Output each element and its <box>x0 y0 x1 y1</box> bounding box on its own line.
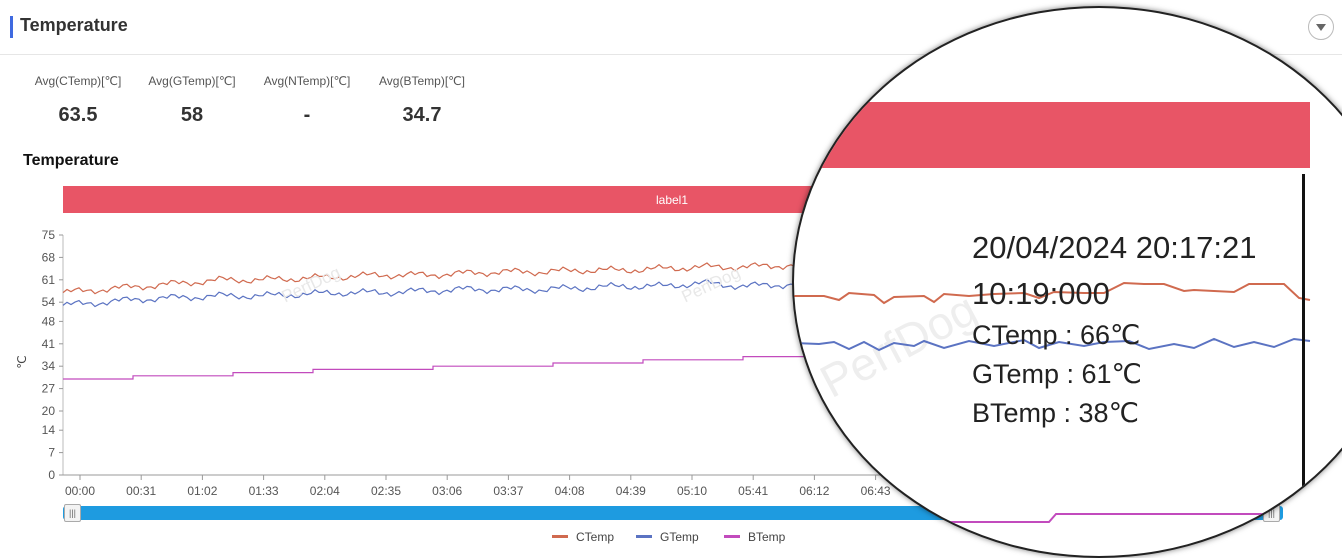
y-tick-label: 48 <box>42 314 56 328</box>
zoom-slider-left-handle[interactable]: ||| <box>64 504 81 522</box>
panel-title: Temperature <box>20 15 128 35</box>
y-axis: 0 7 14 20 27 34 41 48 54 61 68 75 <box>42 228 64 482</box>
y-axis-label: ℃ <box>15 355 29 368</box>
tooltip-datetime: 20/04/2024 20:17:21 <box>972 230 1257 265</box>
avg-ntemp: Avg(NTemp)[℃] - <box>257 74 357 127</box>
series-line-ctemp <box>62 261 864 295</box>
magnified-gtemp-line <box>794 337 1311 352</box>
x-tick-label: 04:39 <box>616 484 646 498</box>
x-tick-label: 01:33 <box>249 484 279 498</box>
series-line-gtemp <box>62 278 864 308</box>
header-accent-bar <box>10 16 13 38</box>
avg-ctemp: Avg(CTemp)[℃] 63.5 <box>28 74 128 127</box>
x-tick-label: 06:43 <box>861 484 891 498</box>
crosshair-line <box>1302 174 1305 504</box>
x-tick-label: 03:37 <box>493 484 523 498</box>
x-tick-label: 01:02 <box>187 484 217 498</box>
series-line-btemp <box>63 356 863 380</box>
avg-gtemp-label: Avg(GTemp)[℃] <box>148 74 236 88</box>
collapse-button[interactable] <box>1308 14 1334 40</box>
x-tick-label: 05:10 <box>677 484 707 498</box>
x-tick-label: 06:12 <box>799 484 829 498</box>
x-tick-label: 00:31 <box>126 484 156 498</box>
y-tick-label: 14 <box>42 423 56 437</box>
label-band-text: label1 <box>656 193 688 207</box>
y-tick-label: 27 <box>42 382 56 396</box>
magnified-label-band <box>794 102 1310 168</box>
y-tick-label: 7 <box>48 446 55 460</box>
tooltip-gtemp: GTemp : 61℃ <box>972 359 1142 389</box>
x-tick-label: 00:00 <box>65 484 95 498</box>
tooltip-time: 10:19:000 <box>972 276 1110 311</box>
avg-btemp-label: Avg(BTemp)[℃] <box>379 74 465 88</box>
avg-gtemp: Avg(GTemp)[℃] 58 <box>142 74 242 127</box>
tooltip-btemp: BTemp : 38℃ <box>972 398 1139 428</box>
legend-item-ctemp[interactable]: CTemp <box>552 530 614 544</box>
y-tick-label: 75 <box>42 228 56 242</box>
x-tick-label: 03:06 <box>432 484 462 498</box>
y-tick-label: 54 <box>42 295 56 309</box>
y-tick-label: 20 <box>42 404 56 418</box>
magnified-series <box>794 281 1311 523</box>
x-tick-label: 02:35 <box>371 484 401 498</box>
y-tick-label: 41 <box>42 337 56 351</box>
magnified-btemp-line <box>794 513 1310 523</box>
avg-btemp-value: 34.7 <box>402 104 442 126</box>
chevron-down-icon <box>1316 24 1326 31</box>
avg-ctemp-value: 63.5 <box>58 104 98 126</box>
y-tick-label: 34 <box>42 359 56 373</box>
y-tick-label: 61 <box>42 273 56 287</box>
panel-header: Temperature <box>0 0 1342 55</box>
tooltip-ctemp: CTemp : 66℃ <box>972 320 1141 350</box>
avg-btemp: Avg(BTemp)[℃] 34.7 <box>372 74 472 127</box>
y-tick-label: 0 <box>48 468 55 482</box>
magnified-ctemp-line <box>794 281 1311 305</box>
series-layer <box>62 261 864 380</box>
legend-item-gtemp[interactable]: GTemp <box>636 530 699 544</box>
magnifier-lens: PerfDog 20/04/2024 20:17:21 10:19:000 CT… <box>792 6 1342 558</box>
y-tick-label: 68 <box>42 250 56 264</box>
avg-gtemp-value: 58 <box>180 104 204 126</box>
avg-ntemp-value: - <box>303 104 311 126</box>
x-tick-label: 02:04 <box>310 484 340 498</box>
chart-title: Temperature <box>23 152 119 169</box>
x-tick-label: 05:41 <box>738 484 768 498</box>
avg-ntemp-label: Avg(NTemp)[℃] <box>263 74 351 88</box>
avg-ctemp-label: Avg(CTemp)[℃] <box>34 74 122 88</box>
x-tick-label: 04:08 <box>555 484 585 498</box>
legend-item-btemp[interactable]: BTemp <box>724 530 785 544</box>
